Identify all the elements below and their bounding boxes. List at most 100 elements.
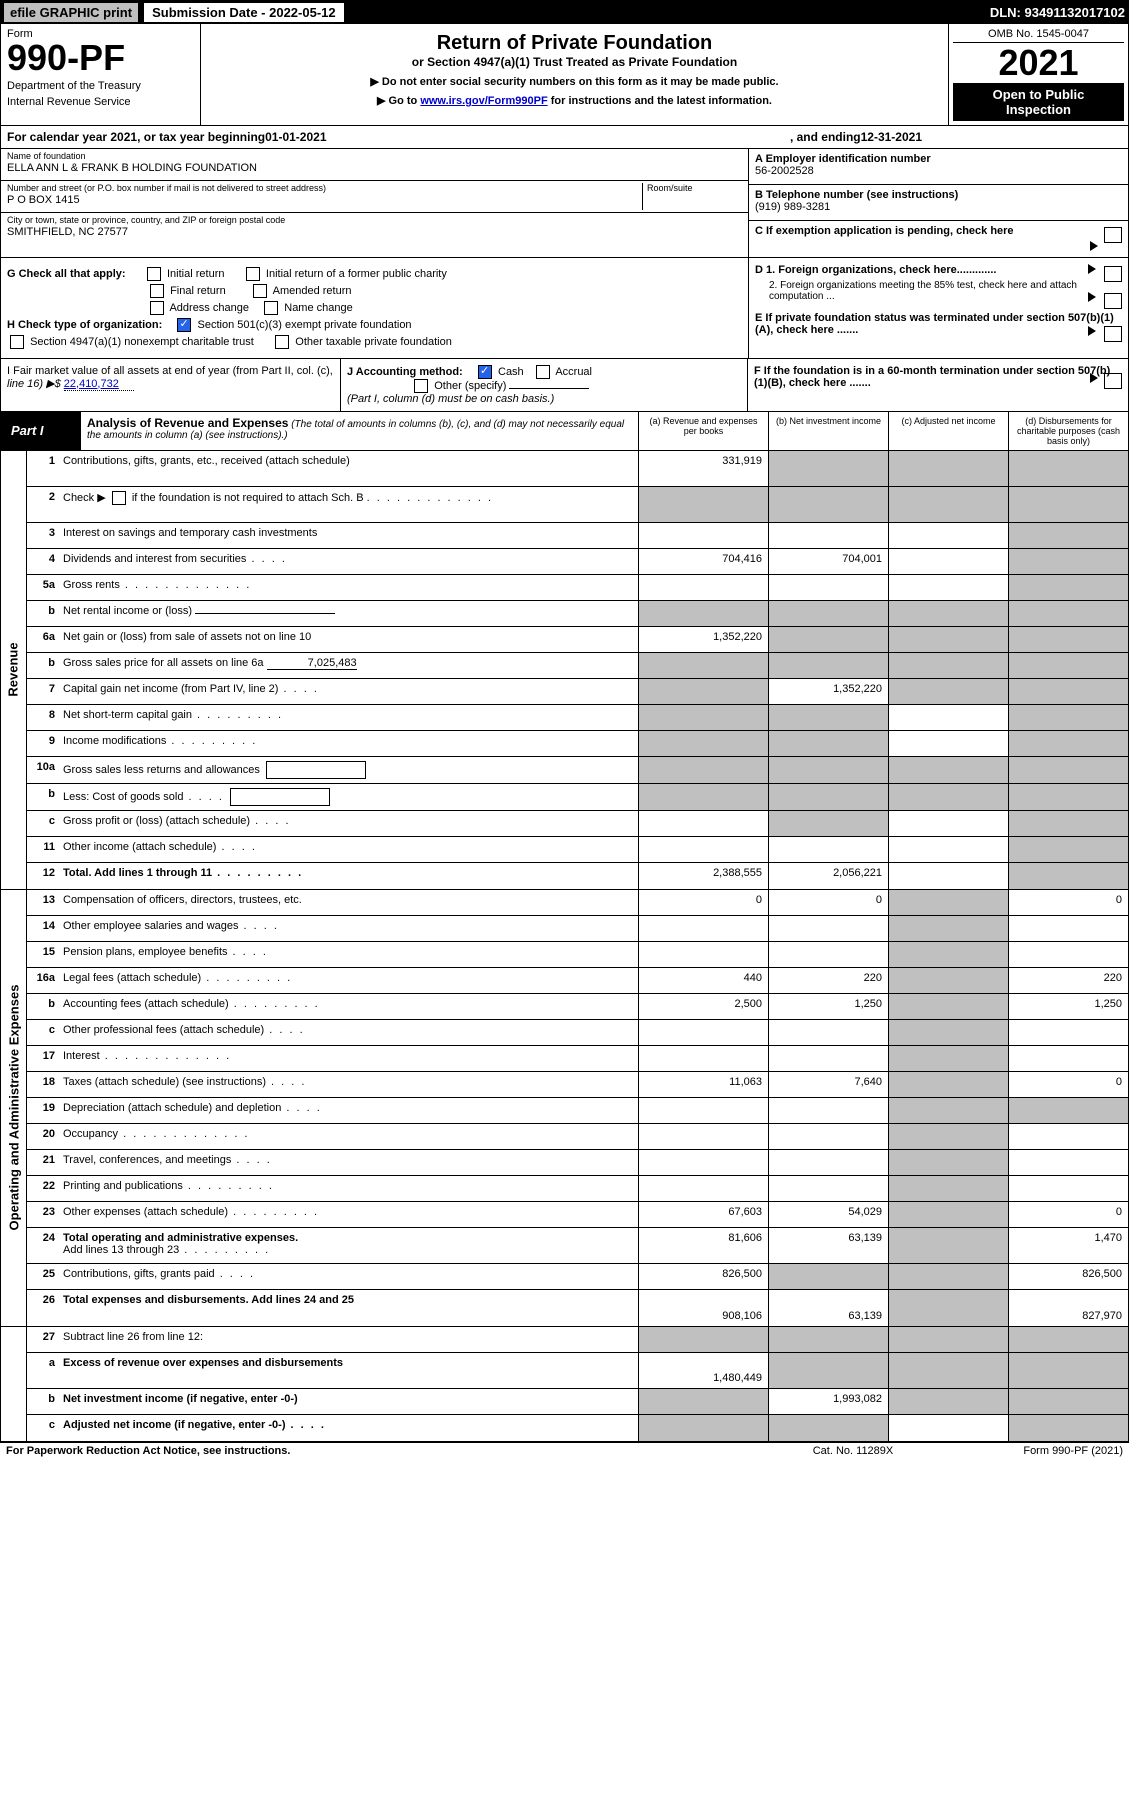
gross-sales-value: 7,025,483 — [267, 657, 357, 670]
instr2-post: for instructions and the latest informat… — [548, 95, 772, 107]
name-change-checkbox[interactable] — [264, 301, 278, 315]
cell-d — [1008, 1389, 1128, 1414]
501c3-checkbox[interactable] — [177, 318, 191, 332]
fmv-value[interactable]: 22,410,732 — [64, 378, 134, 391]
row-12: 12 Total. Add lines 1 through 11 2,388,5… — [27, 863, 1128, 889]
cell-c — [888, 968, 1008, 993]
info-block: Name of foundation ELLA ANN L & FRANK B … — [0, 148, 1129, 258]
dots — [264, 1024, 304, 1036]
form-number: 990-PF — [7, 40, 194, 76]
cell-d — [1008, 627, 1128, 652]
line-num: 16a — [27, 968, 61, 993]
cell-c — [888, 679, 1008, 704]
cell-a: 11,063 — [638, 1072, 768, 1097]
cell-d — [1008, 1327, 1128, 1352]
cell-a — [638, 1176, 768, 1201]
initial-return-checkbox[interactable] — [147, 267, 161, 281]
4947a1-checkbox[interactable] — [10, 335, 24, 349]
cell-c — [888, 487, 1008, 522]
cell-a — [638, 705, 768, 730]
cell-c — [888, 575, 1008, 600]
dots — [183, 1180, 274, 1192]
cell-d: 0 — [1008, 1072, 1128, 1097]
foundation-name-row: Name of foundation ELLA ANN L & FRANK B … — [1, 149, 748, 181]
dots — [281, 1102, 321, 1114]
part1-desc-title: Analysis of Revenue and Expenses — [87, 416, 288, 430]
cell-c — [888, 890, 1008, 915]
revenue-section: Revenue 1 Contributions, gifts, grants, … — [0, 451, 1129, 890]
cell-c — [888, 1228, 1008, 1263]
dept-treasury: Department of the Treasury — [7, 80, 194, 92]
cell-b: 54,029 — [768, 1202, 888, 1227]
line-num: a — [27, 1353, 61, 1388]
city-label: City or town, state or province, country… — [7, 215, 742, 225]
cell-a: 331,919 — [638, 451, 768, 486]
cell-d — [1008, 811, 1128, 836]
submission-date-box: Submission Date - 2022-05-12 — [144, 3, 344, 22]
efile-print-button[interactable]: efile GRAPHIC print — [4, 3, 138, 22]
form990pf-link[interactable]: www.irs.gov/Form990PF — [420, 95, 547, 107]
amended-return-checkbox[interactable] — [253, 284, 267, 298]
cell-b: 63,139 — [768, 1228, 888, 1263]
g-section: G Check all that apply: Initial return I… — [1, 258, 748, 358]
cell-d — [1008, 731, 1128, 756]
cell-d — [1008, 837, 1128, 862]
i-section: I Fair market value of all assets at end… — [1, 359, 341, 411]
cell-c — [888, 757, 1008, 783]
f-checkbox[interactable] — [1104, 373, 1122, 389]
cell-d — [1008, 1098, 1128, 1123]
cell-c — [888, 1124, 1008, 1149]
ijf-block: I Fair market value of all assets at end… — [0, 359, 1129, 412]
line-num: 27 — [27, 1327, 61, 1352]
accrual-checkbox[interactable] — [536, 365, 550, 379]
c-checkbox[interactable] — [1104, 227, 1122, 243]
open-pub-1: Open to Public — [993, 87, 1085, 102]
cell-a: 0 — [638, 890, 768, 915]
col-b-header: (b) Net investment income — [768, 412, 888, 450]
cell-a — [638, 1124, 768, 1149]
info-right: A Employer identification number 56-2002… — [748, 149, 1128, 257]
cell-d — [1008, 863, 1128, 889]
other-taxable-checkbox[interactable] — [275, 335, 289, 349]
revenue-rows: 1 Contributions, gifts, grants, etc., re… — [27, 451, 1128, 889]
line-num: 12 — [27, 863, 61, 889]
sch-b-checkbox[interactable] — [112, 491, 126, 505]
line-num: 15 — [27, 942, 61, 967]
cash-checkbox[interactable] — [478, 365, 492, 379]
cell-a: 2,388,555 — [638, 863, 768, 889]
row-7: 7 Capital gain net income (from Part IV,… — [27, 679, 1128, 705]
h1: Section 501(c)(3) exempt private foundat… — [198, 319, 412, 331]
other-method-checkbox[interactable] — [414, 379, 428, 393]
cell-c — [888, 942, 1008, 967]
row-27b: b Net investment income (if negative, en… — [27, 1389, 1128, 1415]
cell-c — [888, 1415, 1008, 1441]
cell-d — [1008, 487, 1128, 522]
dots — [231, 1154, 271, 1166]
dots — [246, 553, 286, 565]
address-change-checkbox[interactable] — [150, 301, 164, 315]
col-a-header: (a) Revenue and expenses per books — [638, 412, 768, 450]
cell-d: 220 — [1008, 968, 1128, 993]
cell-b: 1,352,220 — [768, 679, 888, 704]
d2-checkbox[interactable] — [1104, 293, 1122, 309]
cell-b — [768, 942, 888, 967]
row-1: 1 Contributions, gifts, grants, etc., re… — [27, 451, 1128, 487]
h2: Section 4947(a)(1) nonexempt charitable … — [30, 336, 254, 348]
line-num: 10a — [27, 757, 61, 783]
expenses-section: Operating and Administrative Expenses 13… — [0, 890, 1129, 1327]
line-num: b — [27, 653, 61, 678]
row-10a: 10a Gross sales less returns and allowan… — [27, 757, 1128, 784]
row-25: 25 Contributions, gifts, grants paid 826… — [27, 1264, 1128, 1290]
line-desc: Pension plans, employee benefits — [61, 942, 638, 967]
cell-b: 0 — [768, 890, 888, 915]
row-14: 14 Other employee salaries and wages — [27, 916, 1128, 942]
address-row: Number and street (or P.O. box number if… — [1, 181, 748, 213]
instr2-pre: ▶ Go to — [377, 95, 420, 107]
cell-c — [888, 994, 1008, 1019]
e-checkbox[interactable] — [1104, 326, 1122, 342]
final-return-checkbox[interactable] — [150, 284, 164, 298]
cell-a — [638, 1150, 768, 1175]
initial-return-former-checkbox[interactable] — [246, 267, 260, 281]
row-11: 11 Other income (attach schedule) — [27, 837, 1128, 863]
cell-c — [888, 863, 1008, 889]
